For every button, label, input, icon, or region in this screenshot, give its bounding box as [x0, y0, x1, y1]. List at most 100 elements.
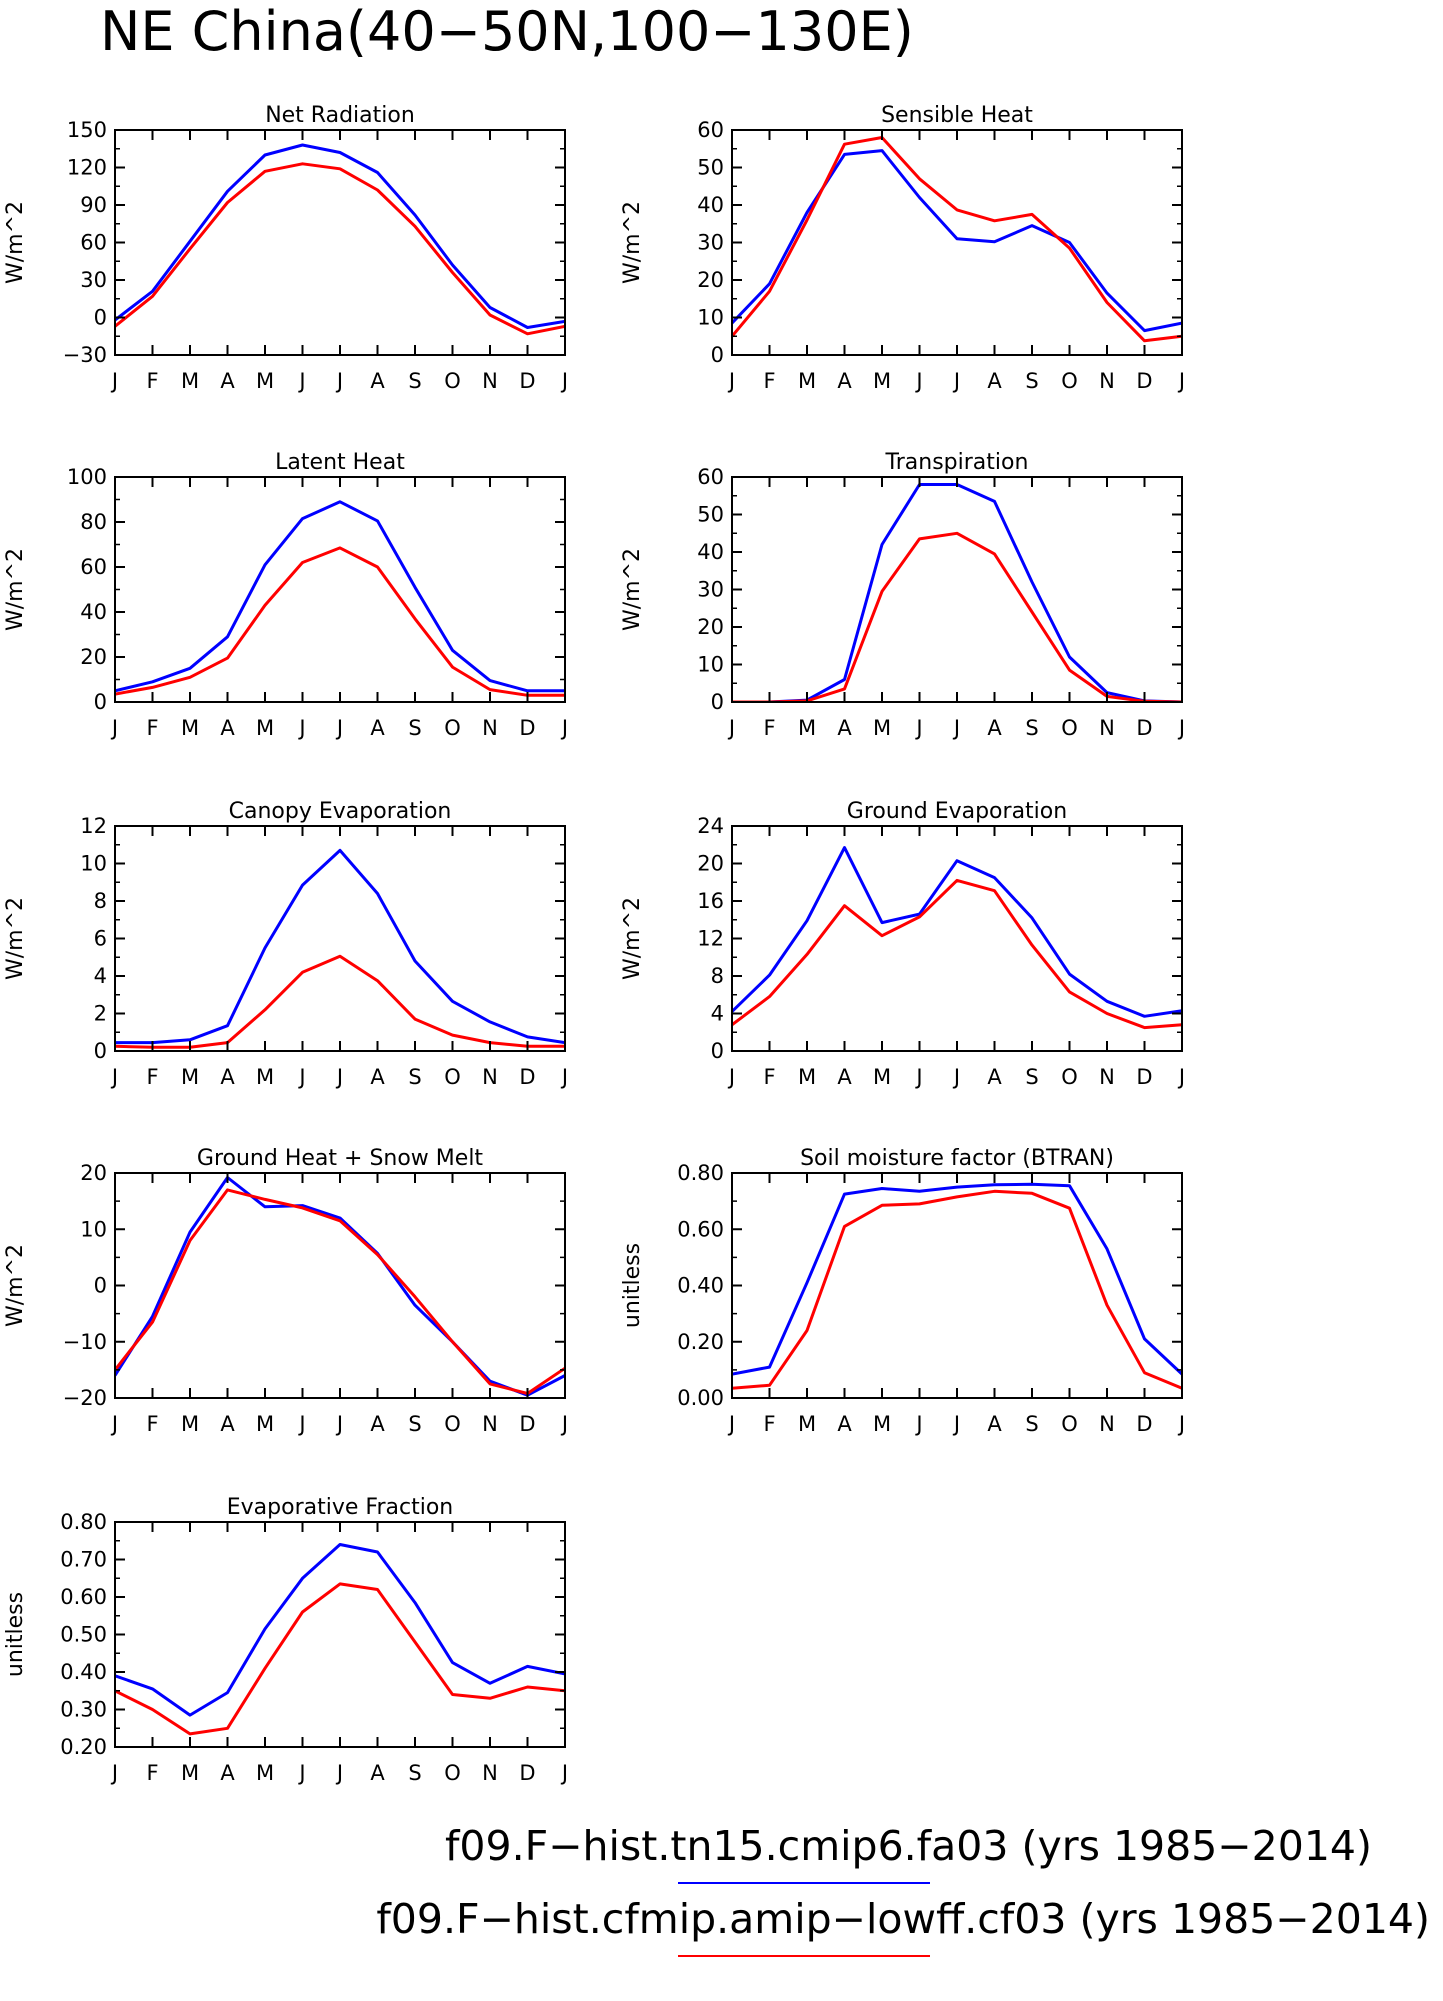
x-tick-label-net-radiation: N: [482, 369, 498, 393]
x-tick-label-evaporative-fraction: D: [519, 1761, 535, 1785]
x-tick-label-ground-heat-snow-melt: F: [146, 1412, 158, 1436]
y-axis-label-canopy-evaporation: W/m^2: [3, 897, 28, 980]
x-tick-label-latent-heat: F: [146, 716, 158, 740]
series-line-1-transpiration: [732, 483, 1182, 702]
x-tick-label-soil-moisture-factor-btran: M: [798, 1412, 816, 1436]
panel-title-ground-evaporation: Ground Evaporation: [847, 799, 1067, 824]
plot-frame-ground-heat-snow-melt: [114, 1172, 566, 1399]
x-tick-label-latent-heat: J: [335, 716, 343, 740]
x-tick-label-ground-evaporation: O: [1061, 1065, 1078, 1089]
x-tick-label-latent-heat: J: [560, 716, 568, 740]
y-tick-label-latent-heat: 0: [94, 690, 107, 714]
y-tick-label-net-radiation: 60: [80, 231, 107, 255]
y-tick-label-ground-heat-snow-melt: 20: [80, 1161, 107, 1185]
y-tick-label-canopy-evaporation: 0: [94, 1039, 107, 1063]
y-axis-label-sensible-heat: W/m^2: [620, 201, 645, 284]
x-tick-label-latent-heat: D: [519, 716, 535, 740]
x-tick-label-ground-evaporation: A: [837, 1065, 852, 1089]
y-tick-label-ground-evaporation: 16: [697, 889, 724, 913]
y-tick-label-canopy-evaporation: 12: [80, 814, 107, 838]
x-tick-label-ground-evaporation: J: [1177, 1065, 1185, 1089]
series-line-2-sensible-heat: [732, 136, 1182, 343]
x-tick-label-ground-evaporation: M: [873, 1065, 891, 1089]
x-tick-label-ground-heat-snow-melt: S: [408, 1412, 421, 1436]
x-tick-label-ground-evaporation: A: [987, 1065, 1002, 1089]
y-tick-label-net-radiation: −30: [63, 343, 107, 367]
x-tick-label-ground-evaporation: J: [727, 1065, 735, 1089]
y-tick-label-sensible-heat: 40: [697, 193, 724, 217]
y-tick-label-evaporative-fraction: 0.80: [60, 1510, 107, 1534]
panel-title-net-radiation: Net Radiation: [265, 103, 415, 128]
x-tick-label-sensible-heat: D: [1136, 369, 1152, 393]
x-tick-label-latent-heat: A: [220, 716, 235, 740]
x-tick-label-evaporative-fraction: J: [335, 1761, 343, 1785]
x-tick-label-canopy-evaporation: D: [519, 1065, 535, 1089]
x-tick-label-transpiration: J: [914, 716, 922, 740]
y-tick-label-soil-moisture-factor-btran: 0.00: [677, 1386, 724, 1410]
series-line-2-ground-heat-snow-melt: [115, 1188, 565, 1395]
y-tick-label-ground-heat-snow-melt: −20: [63, 1386, 107, 1410]
panel-title-evaporative-fraction: Evaporative Fraction: [227, 1495, 453, 1520]
x-tick-label-ground-heat-snow-melt: A: [370, 1412, 385, 1436]
series-line-1-latent-heat: [115, 500, 565, 693]
x-tick-label-transpiration: J: [952, 716, 960, 740]
series-line-1-ground-evaporation: [732, 846, 1182, 1018]
x-tick-label-latent-heat: A: [370, 716, 385, 740]
y-tick-label-ground-evaporation: 24: [697, 814, 724, 838]
y-tick-label-transpiration: 0: [711, 690, 724, 714]
y-tick-label-soil-moisture-factor-btran: 0.40: [677, 1274, 724, 1298]
x-tick-label-soil-moisture-factor-btran: S: [1025, 1412, 1038, 1436]
x-tick-label-soil-moisture-factor-btran: D: [1136, 1412, 1152, 1436]
y-tick-label-ground-evaporation: 12: [697, 927, 724, 951]
x-tick-label-evaporative-fraction: J: [560, 1761, 568, 1785]
x-tick-label-ground-heat-snow-melt: O: [444, 1412, 461, 1436]
y-axis-label-ground-evaporation: W/m^2: [620, 897, 645, 980]
x-tick-label-soil-moisture-factor-btran: O: [1061, 1412, 1078, 1436]
x-tick-label-ground-heat-snow-melt: J: [110, 1412, 118, 1436]
x-tick-label-net-radiation: J: [560, 369, 568, 393]
y-tick-label-transpiration: 30: [697, 578, 724, 602]
x-tick-label-transpiration: M: [798, 716, 816, 740]
panel-title-transpiration: Transpiration: [885, 450, 1029, 475]
y-tick-label-soil-moisture-factor-btran: 0.80: [677, 1161, 724, 1185]
x-tick-label-net-radiation: M: [256, 369, 274, 393]
x-tick-label-ground-evaporation: J: [952, 1065, 960, 1089]
x-tick-label-evaporative-fraction: S: [408, 1761, 421, 1785]
x-tick-label-canopy-evaporation: J: [560, 1065, 568, 1089]
x-tick-label-sensible-heat: M: [873, 369, 891, 393]
y-tick-label-ground-heat-snow-melt: 0: [94, 1274, 107, 1298]
x-tick-label-canopy-evaporation: J: [335, 1065, 343, 1089]
x-tick-label-evaporative-fraction: M: [256, 1761, 274, 1785]
x-tick-label-ground-evaporation: F: [763, 1065, 775, 1089]
panel-title-canopy-evaporation: Canopy Evaporation: [229, 799, 452, 824]
plot-frame-latent-heat: [114, 476, 566, 703]
legend-label-series1: f09.F−hist.tn15.cmip6.fa03 (yrs 1985−201…: [445, 1822, 1372, 1870]
y-tick-label-latent-heat: 100: [67, 465, 107, 489]
panel-title-ground-heat-snow-melt: Ground Heat + Snow Melt: [197, 1146, 484, 1171]
x-tick-label-ground-evaporation: M: [798, 1065, 816, 1089]
x-tick-label-transpiration: D: [1136, 716, 1152, 740]
x-tick-label-ground-heat-snow-melt: D: [519, 1412, 535, 1436]
x-tick-label-ground-evaporation: S: [1025, 1065, 1038, 1089]
y-tick-label-canopy-evaporation: 2: [94, 1002, 107, 1026]
y-tick-label-transpiration: 40: [697, 540, 724, 564]
series-line-2-net-radiation: [115, 162, 565, 336]
y-tick-label-evaporative-fraction: 0.50: [60, 1623, 107, 1647]
series-line-2-transpiration: [732, 531, 1182, 702]
panel-title-soil-moisture-factor-btran: Soil moisture factor (BTRAN): [800, 1146, 1114, 1171]
y-tick-label-ground-evaporation: 4: [711, 1002, 724, 1026]
y-tick-label-net-radiation: 150: [67, 118, 107, 142]
y-tick-label-sensible-heat: 20: [697, 268, 724, 292]
x-tick-label-ground-heat-snow-melt: N: [482, 1412, 498, 1436]
x-tick-label-soil-moisture-factor-btran: A: [987, 1412, 1002, 1436]
y-tick-label-canopy-evaporation: 10: [80, 852, 107, 876]
x-tick-label-transpiration: J: [727, 716, 735, 740]
y-tick-label-ground-evaporation: 20: [697, 852, 724, 876]
